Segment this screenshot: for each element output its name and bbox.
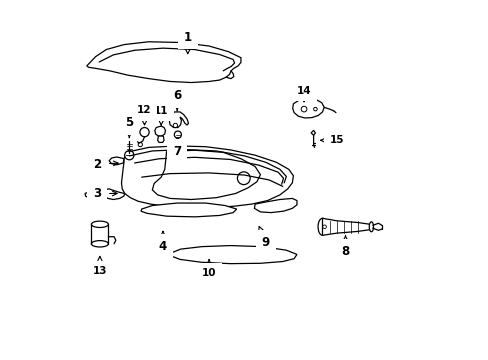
Polygon shape: [155, 126, 165, 136]
Polygon shape: [152, 150, 260, 199]
Text: 8: 8: [341, 236, 349, 257]
Circle shape: [173, 123, 177, 127]
Ellipse shape: [91, 221, 108, 228]
Polygon shape: [141, 203, 236, 217]
Text: 1: 1: [183, 31, 191, 54]
Text: 3: 3: [93, 187, 117, 200]
Text: 10: 10: [202, 260, 216, 278]
Text: 11: 11: [154, 106, 168, 125]
Polygon shape: [85, 192, 94, 198]
Polygon shape: [169, 112, 188, 127]
Text: 7: 7: [173, 139, 181, 158]
Text: 9: 9: [258, 226, 269, 249]
Text: 15: 15: [320, 135, 344, 145]
Polygon shape: [109, 157, 124, 165]
Circle shape: [322, 225, 325, 229]
Polygon shape: [310, 130, 315, 135]
Polygon shape: [86, 42, 241, 82]
Ellipse shape: [317, 218, 326, 235]
Circle shape: [138, 143, 142, 147]
Circle shape: [237, 172, 250, 185]
Ellipse shape: [91, 240, 108, 247]
Text: 4: 4: [159, 231, 167, 253]
Circle shape: [124, 150, 134, 160]
Ellipse shape: [368, 222, 373, 232]
Text: 5: 5: [125, 116, 133, 138]
Text: 13: 13: [92, 256, 107, 276]
Circle shape: [301, 106, 306, 112]
Circle shape: [313, 107, 317, 111]
Text: 12: 12: [137, 105, 151, 125]
Polygon shape: [171, 246, 296, 264]
Circle shape: [140, 127, 149, 137]
Polygon shape: [121, 146, 293, 208]
Polygon shape: [322, 218, 372, 235]
Text: 14: 14: [296, 86, 311, 102]
Polygon shape: [254, 198, 296, 213]
Polygon shape: [102, 189, 124, 199]
Polygon shape: [157, 136, 163, 143]
Text: 2: 2: [93, 158, 118, 171]
Polygon shape: [91, 191, 103, 198]
Polygon shape: [292, 99, 324, 118]
Text: 6: 6: [173, 89, 181, 111]
Circle shape: [174, 131, 181, 138]
